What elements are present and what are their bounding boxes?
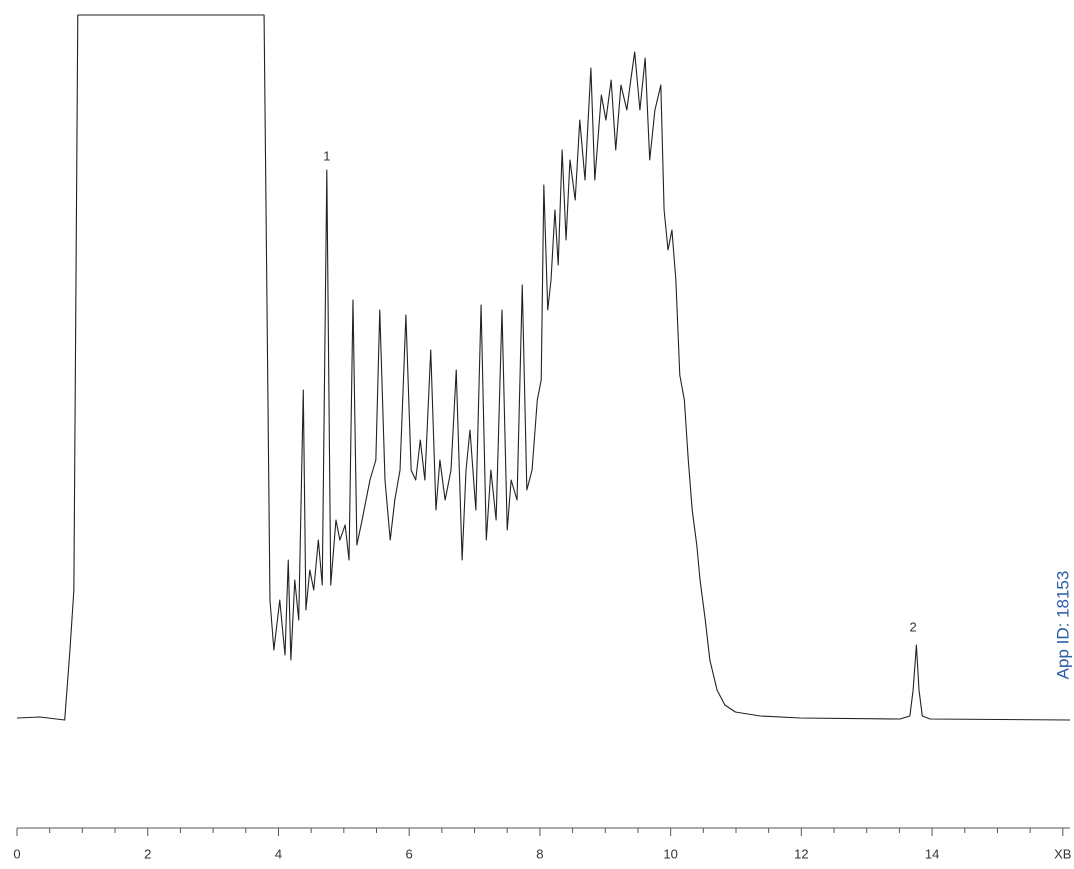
peak-label: 1 [323, 148, 330, 163]
x-tick-label: 14 [925, 846, 939, 861]
x-tick-label: 6 [406, 846, 413, 861]
x-tick-label: 12 [794, 846, 808, 861]
x-tick-label: 10 [663, 846, 677, 861]
app-id: App ID: 18153 [1053, 571, 1072, 680]
x-tick-label: 0 [13, 846, 20, 861]
x-tick-label: 2 [144, 846, 151, 861]
x-tick-label: XB [1054, 846, 1071, 861]
peak-label: 2 [910, 619, 917, 634]
trace [16, 14, 1071, 721]
x-tick-label: 4 [275, 846, 282, 861]
x-tick-label: 8 [536, 846, 543, 861]
